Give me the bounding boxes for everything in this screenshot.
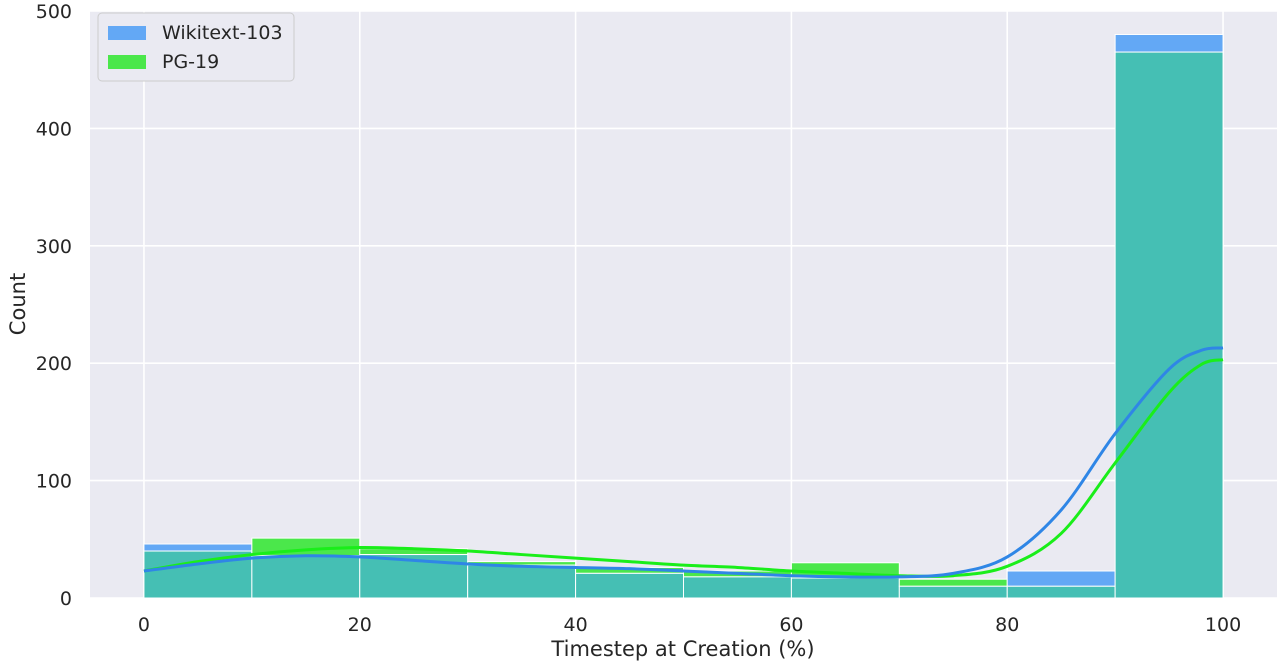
y-tick-label: 0: [60, 588, 72, 610]
histogram-bar-excess: [143, 543, 253, 552]
y-axis-label: Count: [6, 273, 30, 335]
histogram-bar-overlap: [898, 585, 1008, 599]
kde-curves: [143, 346, 1224, 579]
legend-swatch-wikitext: [108, 26, 146, 40]
legend: Wikitext-103 PG-19: [97, 12, 295, 82]
plot-background: [90, 11, 1277, 598]
histogram-bars: [143, 33, 1224, 599]
y-tick-label: 400: [36, 118, 72, 140]
histogram-bar-overlap: [790, 577, 900, 599]
histogram-bar-excess: [898, 578, 1008, 587]
histogram-bar-overlap: [575, 572, 684, 599]
y-tick-label: 500: [36, 1, 72, 23]
x-axis-label: Timestep at Creation (%): [550, 637, 814, 661]
x-tick-label: 60: [779, 614, 803, 636]
histogram-bar-overlap: [1114, 51, 1224, 599]
x-tick-label: 100: [1205, 614, 1241, 636]
histogram-bar-overlap: [1006, 585, 1116, 599]
x-tick-label: 0: [138, 614, 150, 636]
histogram-bar-excess: [1114, 33, 1224, 53]
legend-frame: [97, 12, 295, 82]
legend-label-pg19: PG-19: [162, 51, 219, 73]
histogram-bar-overlap: [683, 576, 792, 599]
y-tick-label: 200: [36, 353, 72, 375]
kde-curve-wikitext: [143, 346, 1224, 579]
x-tick-label: 80: [995, 614, 1019, 636]
y-tick-label: 100: [36, 471, 72, 493]
y-tick-label: 300: [36, 236, 72, 258]
legend-label-wikitext: Wikitext-103: [162, 22, 283, 44]
histogram-bar-excess: [1006, 570, 1116, 587]
kde-curve-pg19: [143, 358, 1224, 578]
histogram-bar-overlap: [467, 564, 577, 599]
x-tick-label: 20: [348, 614, 372, 636]
axis-ticks: 0 20 40 60 80 100 0 100 200 300 400 500: [36, 1, 1241, 636]
histogram-bar-overlap: [251, 555, 361, 599]
x-tick-label: 40: [563, 614, 587, 636]
legend-swatch-pg19: [108, 55, 146, 69]
